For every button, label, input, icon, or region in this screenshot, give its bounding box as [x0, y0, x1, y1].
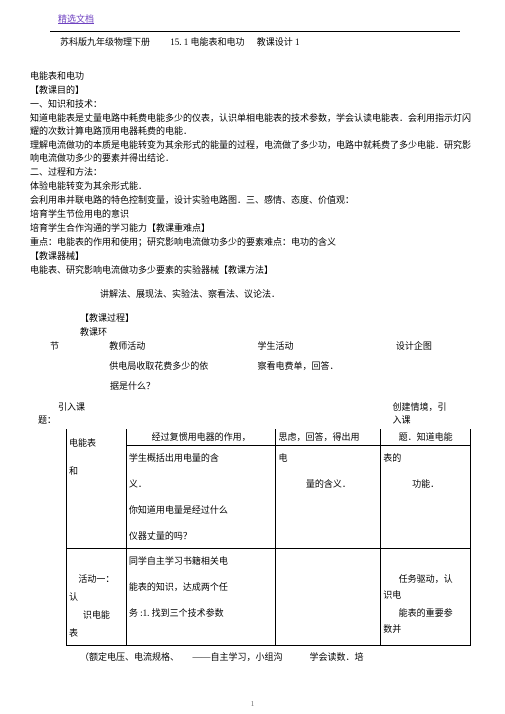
title-chapter: 15. 1 电能表和电功 [170, 37, 244, 47]
cell-text: 学生概括出用电量的含 [129, 450, 274, 466]
layout-row: 节 教师活动 学生活动 设计企图 [30, 340, 475, 353]
cell-text: 量的含义． [278, 476, 378, 492]
table-cell: 同学自主学习书籍相关电 能表的知识，达成两个任 务 :1. 找到三个技术参数 [126, 549, 276, 646]
table-cell: 电 量的含义． [276, 446, 381, 549]
cell-text: 功能． [383, 476, 468, 492]
header-rule [50, 31, 460, 32]
cell-text: 表 [69, 625, 124, 641]
cell-text: 电 [278, 450, 378, 466]
cell-text: 活动一： [69, 571, 124, 587]
para: 【教课器械】 [30, 250, 475, 263]
cell-text: 任务驱动，认 [383, 571, 468, 587]
para: 培育学生节俭用电的意识 [30, 208, 475, 221]
table-cell: 经过复惯用电器的作用， [126, 429, 276, 446]
para: 二、过程和方法： [30, 166, 475, 179]
cell: 入课 [393, 415, 411, 425]
para: 知道电能表是丈量电路中耗费电能多少的仪表，认识单相电能表的技术参数，学会认读电能… [30, 112, 475, 138]
cell: 据是什么？ [110, 380, 260, 393]
cell: 察看电费单，回答． [258, 360, 396, 373]
para: 【教课目的】 [30, 84, 475, 97]
cell-text: 经过复惯用电器的作用， [129, 429, 274, 445]
table-cell: 思虑，回答，得出用 [276, 429, 381, 446]
doc-header: 精选文档 [58, 12, 475, 25]
cell: 供电局收取花费多少的依 [109, 360, 257, 373]
main-content: 电能表和电功 【教课目的】 一、知识和技术： 知道电能表是丈量电路中耗费电能多少… [30, 60, 475, 339]
cell-text: 思虑，回答，得出用 [278, 429, 378, 445]
para: 电能表、研究影响电流做功多少要素的实验器械【教课方法】 [30, 264, 475, 277]
cell-text: 同学自主学习书籍相关电 [129, 553, 274, 569]
cell-text: 识电 [383, 587, 468, 603]
table-cell: 表的 功能． [381, 446, 471, 549]
continuation-text: （额定电压、电流规格、 ——自主学习，小组沟 学会读数．培 [80, 650, 475, 663]
cell-text: 你知道用电量是经过什么 [129, 502, 274, 518]
para: 一、知识和技术： [30, 98, 475, 111]
layout-row: 供电局收取花费多少的依 察看电费单，回答． [30, 360, 475, 373]
para: 培育学生合作沟通的学习能力【教课重难点】 [30, 222, 475, 235]
title-line: 苏科版九年级物理下册 15. 1 电能表和电功 教课设计 1 [60, 35, 475, 48]
cell-text: 仪器丈量的吗？ [129, 528, 274, 544]
lesson-table: 电能表 和 经过复惯用电器的作用， 思虑，回答，得出用 题．知道电能 学生概括出… [66, 429, 471, 646]
para: 教课环 [80, 326, 475, 339]
cell: 创建情境，引 [393, 402, 447, 412]
para: 【教课过程】 [80, 312, 475, 325]
table-cell: 学生概括出用电量的含 义． 你知道用电量是经过什么 仪器丈量的吗？ [126, 446, 276, 549]
table-cell: 活动一： 认 识电能 表 [67, 549, 127, 646]
col-teacher: 教师活动 [109, 340, 257, 353]
cell-text: 能表的知识，达成两个任 [129, 579, 274, 595]
col-student: 学生活动 [258, 340, 396, 353]
para: 会利用串并联电路的特色控制变量，设计实验电路图．三、感情、态度、价值观： [30, 194, 475, 207]
cell: 题： [38, 413, 68, 426]
cell-text: 数并 [383, 621, 468, 637]
title-type: 教课设计 1 [257, 37, 300, 47]
cell-text: 和 [69, 463, 124, 479]
para: 电能表和电功 [30, 70, 475, 83]
table-row: 活动一： 认 识电能 表 同学自主学习书籍相关电 能表的知识，达成两个任 务 :… [67, 549, 471, 646]
cell: 引入课 [58, 400, 88, 413]
para: 讲解法、展现法、实验法、察看法、议论法． [100, 288, 475, 301]
cell-text: 识电能 [69, 607, 124, 623]
para: 重点：电能表的作用和使用；研究影响电流做功多少的要素难点：电功的含义 [30, 236, 475, 249]
cell-text: 务 :1. 找到三个技术参数 [129, 605, 274, 621]
para: 理解电流做功的本质是电能转变为其余形式的能量的过程，电流做了多少功，电路中就耗费… [30, 139, 475, 165]
cell-text: 认 [69, 589, 124, 605]
cell-text: 义． [129, 476, 274, 492]
cell-text: 表的 [383, 450, 468, 466]
cell-text: 题．知道电能 [383, 429, 468, 445]
col-design: 设计企图 [396, 340, 475, 353]
col-label: 节 [50, 340, 109, 353]
table-cell: 任务驱动，认 识电 能表的重要参 数并 [381, 549, 471, 646]
page-number: 1 [251, 700, 255, 708]
title-book: 苏科版九年级物理下册 [60, 37, 150, 47]
table-cell [276, 549, 381, 646]
cell-text: 电能表 [69, 435, 124, 451]
table-cell: 题．知道电能 [381, 429, 471, 446]
layout-row: 据是什么？ [30, 380, 475, 393]
intro-row: 引入课 创建情境，引 [58, 400, 475, 413]
intro-row: 题： 入课 [38, 413, 475, 426]
table-cell: 电能表 和 [67, 429, 127, 549]
cell-text: 能表的重要参 [383, 605, 468, 621]
para: 体验电能转变为其余形式能． [30, 180, 475, 193]
